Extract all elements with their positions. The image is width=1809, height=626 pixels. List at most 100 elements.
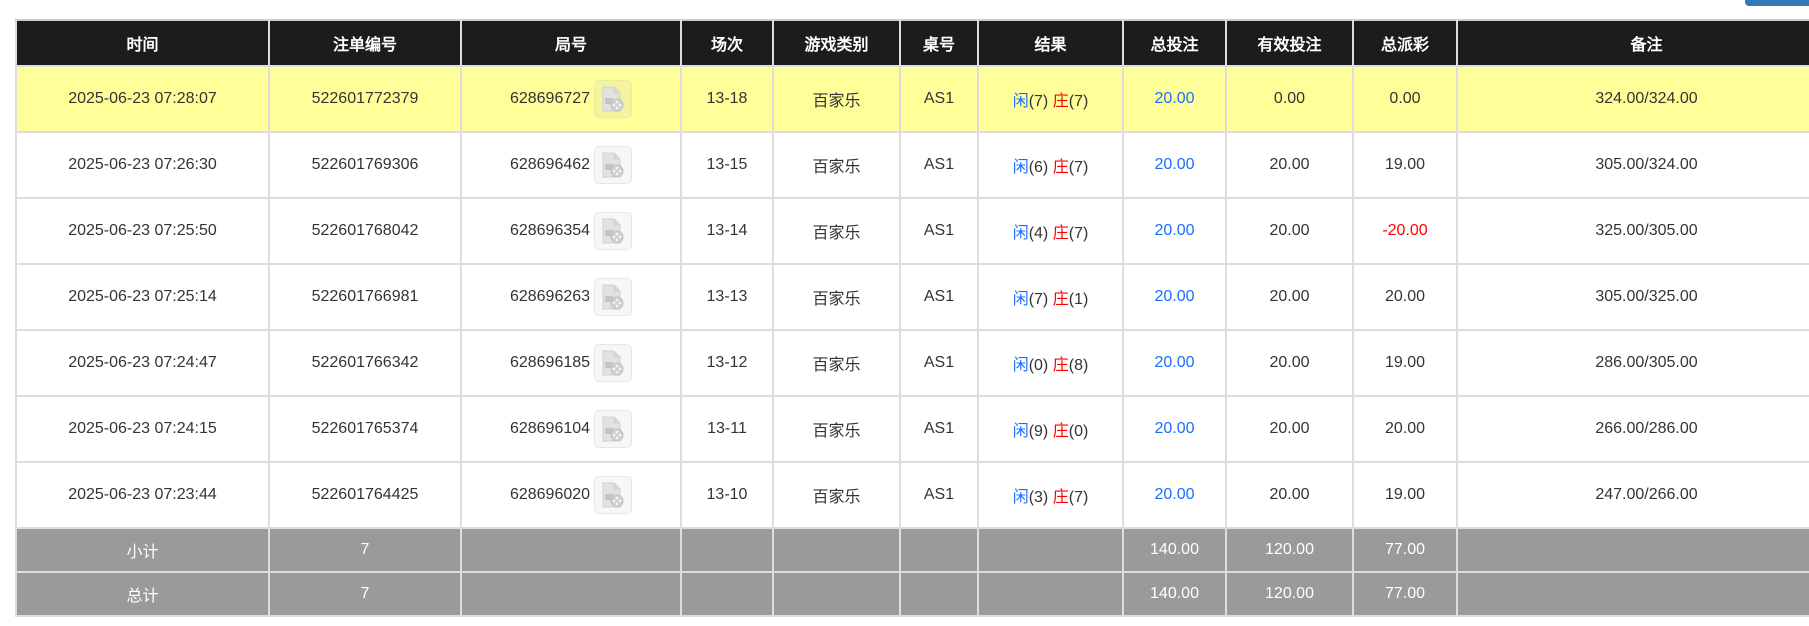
top-right-button[interactable]	[1745, 0, 1809, 6]
cell-total-bet: 20.00	[1122, 197, 1227, 265]
cell-total-bet: 20.00	[1122, 395, 1227, 463]
cell-note: 324.00/324.00	[1456, 65, 1809, 133]
round-number: 628696462	[509, 156, 591, 173]
header-note: 备注	[1456, 19, 1809, 67]
cell-note: 325.00/305.00	[1456, 197, 1809, 265]
cell-valid-bet: 20.00	[1225, 395, 1354, 463]
header-valid-bet: 有效投注	[1225, 19, 1354, 67]
player-score: (3)	[1028, 489, 1049, 506]
cell-round: 628696462	[460, 131, 682, 199]
empty-cell	[680, 571, 774, 617]
empty-cell	[772, 527, 901, 573]
cell-note: 266.00/286.00	[1456, 395, 1809, 463]
empty-cell	[899, 571, 979, 617]
file-video-icon[interactable]	[594, 278, 633, 316]
cell-note: 286.00/305.00	[1456, 329, 1809, 397]
header-session: 场次	[680, 19, 774, 67]
cell-result: 闲(0) 庄(8)	[977, 329, 1124, 397]
player-label: 闲	[1012, 93, 1029, 110]
cell-session: 13-14	[680, 197, 774, 265]
header-total-bet: 总投注	[1122, 19, 1227, 67]
cell-note: 305.00/324.00	[1456, 131, 1809, 199]
empty-cell	[460, 571, 682, 617]
cell-total-bet: 20.00	[1122, 461, 1227, 529]
player-score: (7)	[1028, 93, 1049, 110]
cell-time: 2025-06-23 07:23:44	[15, 461, 270, 529]
player-label: 闲	[1012, 423, 1029, 440]
cell-time: 2025-06-23 07:26:30	[15, 131, 270, 199]
header-round: 局号	[460, 19, 682, 67]
empty-cell	[1456, 527, 1809, 573]
cell-time: 2025-06-23 07:24:15	[15, 395, 270, 463]
cell-game-type: 百家乐	[772, 395, 901, 463]
player-label: 闲	[1012, 489, 1029, 506]
cell-game-type: 百家乐	[772, 197, 901, 265]
player-score: (4)	[1028, 225, 1049, 242]
total-count: 7	[268, 571, 462, 617]
table-row[interactable]: 2025-06-23 07:24:15 522601765374 6286961…	[15, 395, 1809, 463]
cell-payout: 0.00	[1352, 65, 1458, 133]
cell-result: 闲(7) 庄(7)	[977, 65, 1124, 133]
table-row[interactable]: 2025-06-23 07:25:14 522601766981 6286962…	[15, 263, 1809, 331]
empty-cell	[460, 527, 682, 573]
cell-payout: 20.00	[1352, 263, 1458, 331]
cell-table-no: AS1	[899, 329, 979, 397]
cell-round: 628696727	[460, 65, 682, 133]
table-row[interactable]: 2025-06-23 07:24:47 522601766342 6286961…	[15, 329, 1809, 397]
cell-round: 628696185	[460, 329, 682, 397]
banker-label: 庄	[1052, 357, 1069, 374]
empty-cell	[1456, 571, 1809, 617]
subtotal-label: 小计	[15, 527, 270, 573]
file-video-icon[interactable]	[594, 344, 633, 382]
cell-session: 13-12	[680, 329, 774, 397]
cell-game-type: 百家乐	[772, 65, 901, 133]
player-score: (7)	[1028, 291, 1049, 308]
banker-label: 庄	[1052, 93, 1069, 110]
total-total-bet: 140.00	[1122, 571, 1227, 617]
file-video-icon[interactable]	[594, 476, 633, 514]
empty-cell	[772, 571, 901, 617]
header-result: 结果	[977, 19, 1124, 67]
empty-cell	[977, 571, 1124, 617]
table-row[interactable]: 2025-06-23 07:23:44 522601764425 6286960…	[15, 461, 1809, 529]
cell-bet-id: 522601766342	[268, 329, 462, 397]
cell-session: 13-15	[680, 131, 774, 199]
banker-score: (0)	[1068, 423, 1089, 440]
banker-score: (7)	[1068, 159, 1089, 176]
cell-valid-bet: 0.00	[1225, 65, 1354, 133]
file-video-icon[interactable]	[594, 146, 633, 184]
header-payout: 总派彩	[1352, 19, 1458, 67]
cell-result: 闲(7) 庄(1)	[977, 263, 1124, 331]
empty-cell	[977, 527, 1124, 573]
table-row[interactable]: 2025-06-23 07:28:07 522601772379 6286967…	[15, 65, 1809, 133]
header-game-type: 游戏类别	[772, 19, 901, 67]
player-label: 闲	[1012, 225, 1029, 242]
banker-score: (1)	[1068, 291, 1089, 308]
cell-table-no: AS1	[899, 461, 979, 529]
player-score: (0)	[1028, 357, 1049, 374]
cell-note: 247.00/266.00	[1456, 461, 1809, 529]
cell-result: 闲(3) 庄(7)	[977, 461, 1124, 529]
banker-label: 庄	[1052, 225, 1069, 242]
cell-session: 13-18	[680, 65, 774, 133]
cell-round: 628696263	[460, 263, 682, 331]
cell-total-bet: 20.00	[1122, 65, 1227, 133]
total-label: 总计	[15, 571, 270, 617]
cell-payout: -20.00	[1352, 197, 1458, 265]
banker-label: 庄	[1052, 291, 1069, 308]
cell-valid-bet: 20.00	[1225, 461, 1354, 529]
table-row[interactable]: 2025-06-23 07:26:30 522601769306 6286964…	[15, 131, 1809, 199]
cell-bet-id: 522601769306	[268, 131, 462, 199]
cell-game-type: 百家乐	[772, 461, 901, 529]
cell-bet-id: 522601764425	[268, 461, 462, 529]
cell-time: 2025-06-23 07:24:47	[15, 329, 270, 397]
file-video-icon[interactable]	[594, 410, 633, 448]
total-row: 总计 7 140.00 120.00 77.00	[15, 571, 1809, 617]
file-video-icon[interactable]	[594, 212, 633, 250]
cell-valid-bet: 20.00	[1225, 197, 1354, 265]
total-valid-bet: 120.00	[1225, 571, 1354, 617]
cell-bet-id: 522601768042	[268, 197, 462, 265]
cell-time: 2025-06-23 07:25:50	[15, 197, 270, 265]
table-row[interactable]: 2025-06-23 07:25:50 522601768042 6286963…	[15, 197, 1809, 265]
file-video-icon[interactable]	[594, 80, 633, 118]
